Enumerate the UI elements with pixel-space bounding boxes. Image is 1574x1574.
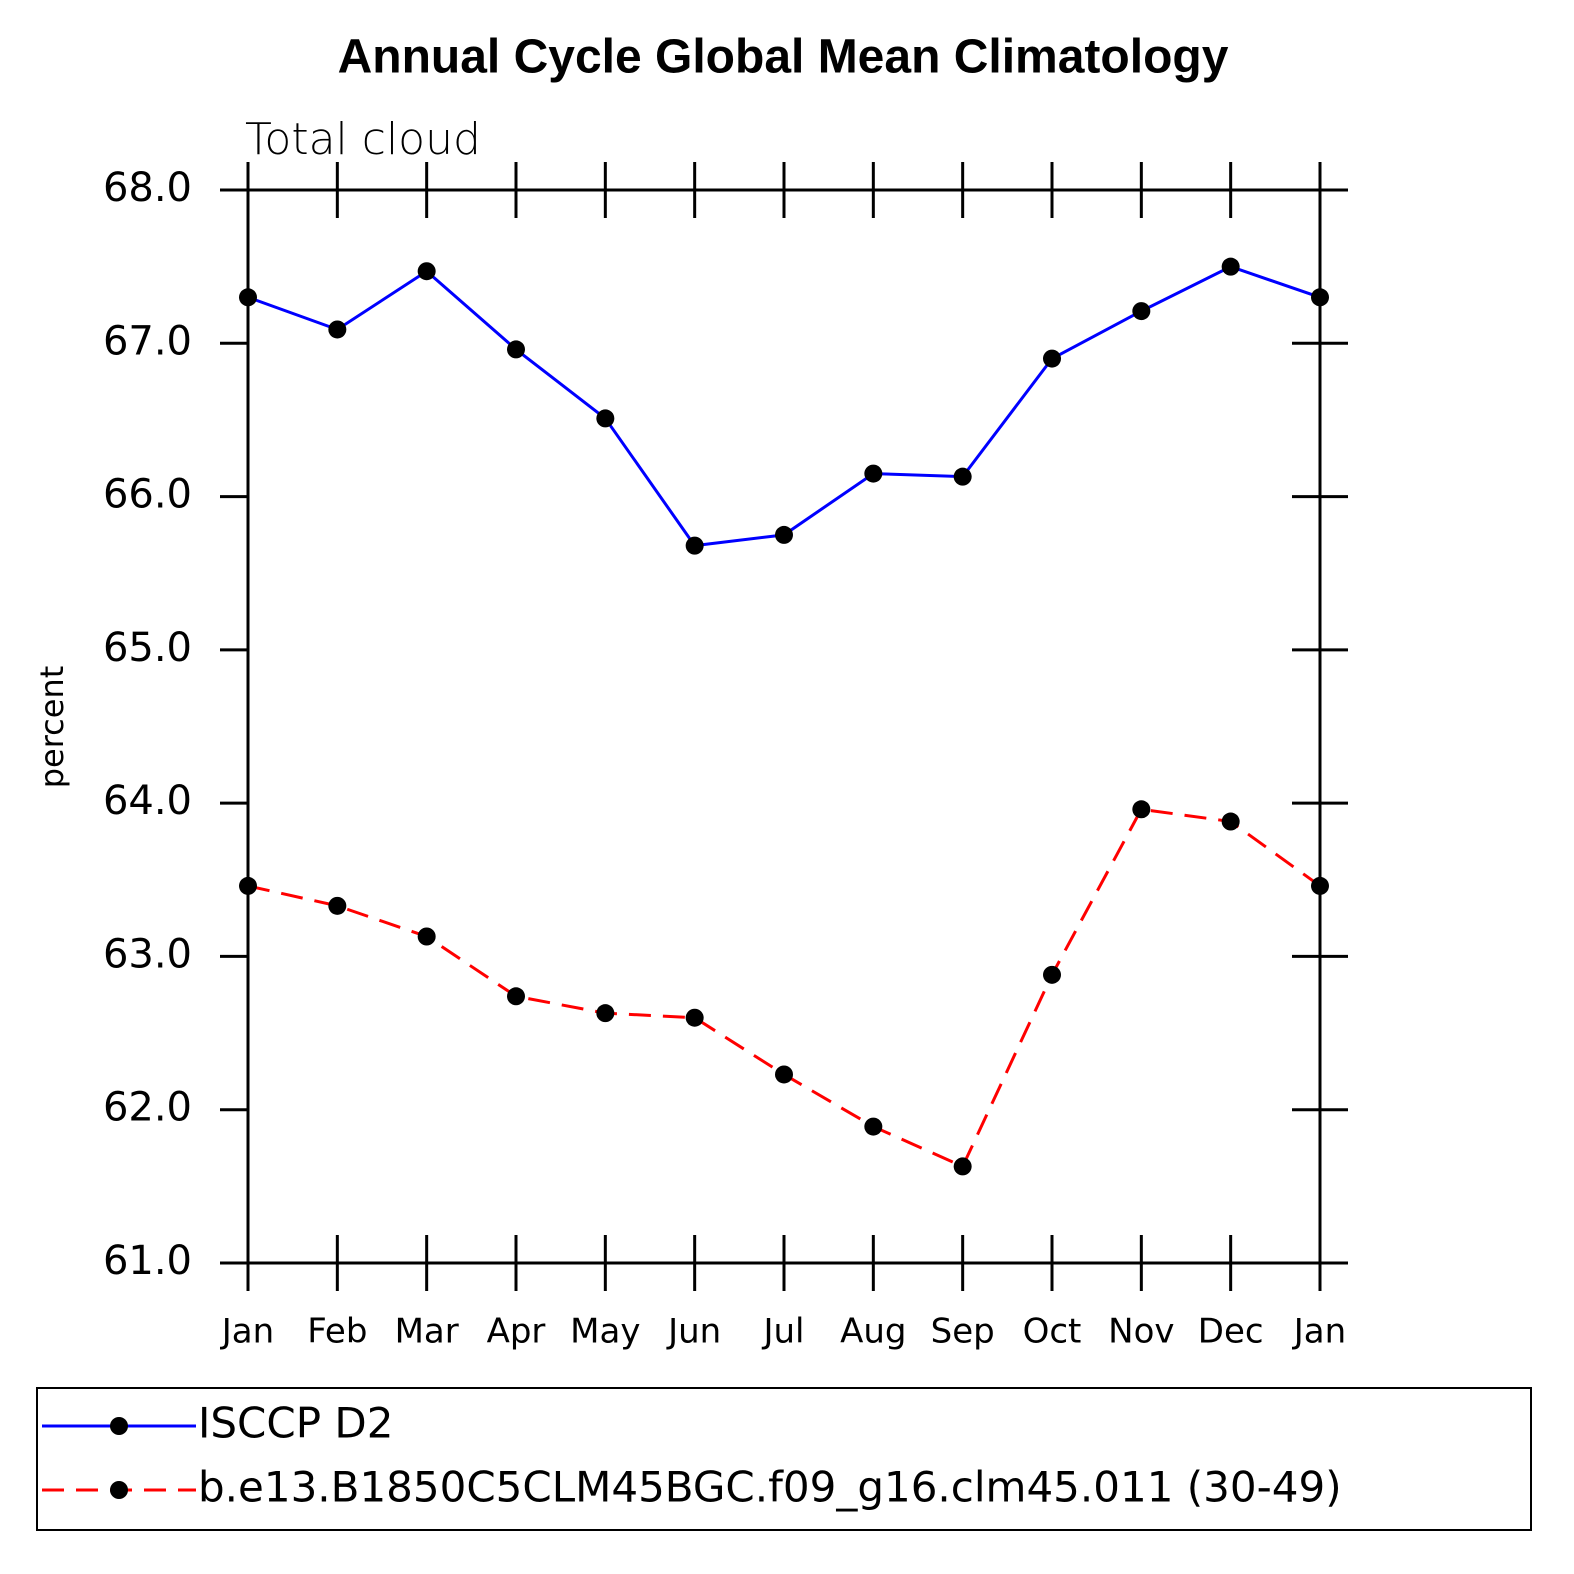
y-axis-label: percent — [33, 666, 71, 789]
subtitle: Total cloud — [245, 114, 481, 165]
point — [1221, 812, 1240, 831]
x-tick-label: Aug — [840, 1312, 906, 1352]
point — [239, 288, 257, 307]
x-tick-label: Dec — [1198, 1312, 1264, 1352]
plot-frame — [246, 188, 1322, 1265]
point — [864, 1117, 883, 1136]
x-tick-label: Apr — [487, 1312, 546, 1352]
y-tick-label: 63.0 — [103, 931, 192, 977]
y-tick-label: 61.0 — [103, 1238, 192, 1284]
legend-marker — [110, 1481, 128, 1499]
y-tick-label: 68.0 — [103, 165, 192, 211]
point — [953, 467, 972, 486]
chart-title: Annual Cycle Global Mean Climatology — [338, 31, 1229, 84]
point — [1311, 876, 1329, 895]
point — [775, 525, 793, 544]
point — [417, 927, 436, 946]
x-tick-label: Oct — [1023, 1312, 1082, 1352]
point — [596, 1004, 615, 1023]
x-tick-label: Sep — [931, 1312, 995, 1352]
point — [953, 1157, 972, 1176]
series-line — [247, 265, 1321, 548]
point — [328, 896, 347, 915]
x-tick-label: May — [570, 1312, 640, 1352]
series-line — [247, 807, 1321, 1169]
x-tick-label: Jan — [1292, 1312, 1346, 1352]
point — [507, 340, 525, 359]
point — [1043, 349, 1061, 368]
x-tick-label: Jan — [220, 1312, 274, 1352]
x-tick-label: Feb — [307, 1312, 367, 1352]
y-tick-label: 62.0 — [103, 1085, 192, 1131]
legend-marker — [110, 1417, 128, 1435]
point — [417, 262, 436, 281]
y-tick-label: 66.0 — [103, 472, 192, 518]
point — [775, 1065, 793, 1084]
y-tick-label: 67.0 — [103, 318, 192, 364]
x-tick-label: Jul — [761, 1312, 804, 1352]
point — [596, 409, 615, 428]
point — [507, 987, 525, 1006]
legend-label: ISCCP D2 — [198, 1399, 393, 1448]
point — [685, 536, 704, 555]
point — [1132, 302, 1151, 321]
point — [1132, 800, 1151, 819]
point — [864, 464, 883, 483]
x-tick-label: Jun — [666, 1312, 721, 1352]
point — [1311, 288, 1329, 307]
point — [685, 1008, 704, 1027]
x-tick-label: Nov — [1108, 1312, 1174, 1352]
point — [1043, 965, 1061, 984]
legend-box — [36, 1387, 1532, 1531]
y-tick-label: 65.0 — [103, 625, 192, 671]
x-tick-label: Mar — [395, 1312, 459, 1352]
legend-label: b.e13.B1850C5CLM45BGC.f09_g16.clm45.011 … — [198, 1463, 1342, 1512]
point — [1221, 257, 1240, 276]
y-tick-label: 64.0 — [103, 778, 192, 824]
point — [328, 320, 347, 339]
point — [239, 876, 257, 895]
